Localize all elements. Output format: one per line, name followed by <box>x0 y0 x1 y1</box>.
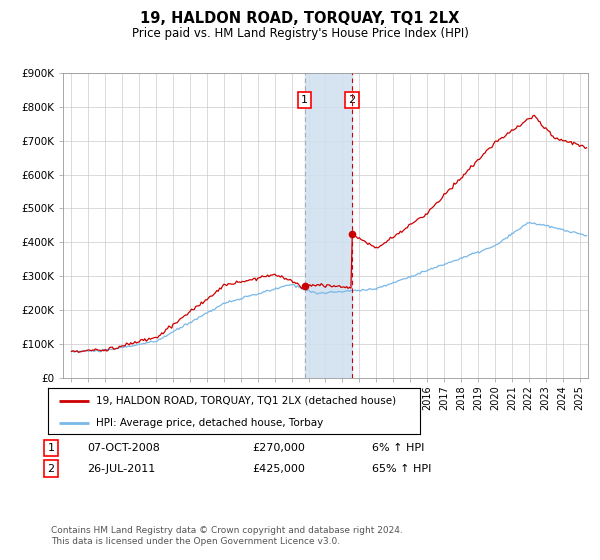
Text: £425,000: £425,000 <box>252 464 305 474</box>
Text: 2: 2 <box>47 464 55 474</box>
Text: 1: 1 <box>47 443 55 453</box>
Text: 1: 1 <box>301 95 308 105</box>
Text: Price paid vs. HM Land Registry's House Price Index (HPI): Price paid vs. HM Land Registry's House … <box>131 27 469 40</box>
Bar <box>305 73 352 378</box>
Text: 6% ↑ HPI: 6% ↑ HPI <box>372 443 424 453</box>
Text: Contains HM Land Registry data © Crown copyright and database right 2024.
This d: Contains HM Land Registry data © Crown c… <box>51 526 403 546</box>
Text: 26-JUL-2011: 26-JUL-2011 <box>87 464 155 474</box>
Text: HPI: Average price, detached house, Torbay: HPI: Average price, detached house, Torb… <box>97 418 323 427</box>
Text: 2: 2 <box>349 95 355 105</box>
Text: 65% ↑ HPI: 65% ↑ HPI <box>372 464 431 474</box>
Text: 19, HALDON ROAD, TORQUAY, TQ1 2LX (detached house): 19, HALDON ROAD, TORQUAY, TQ1 2LX (detac… <box>97 396 397 406</box>
Text: 19, HALDON ROAD, TORQUAY, TQ1 2LX: 19, HALDON ROAD, TORQUAY, TQ1 2LX <box>140 11 460 26</box>
Text: £270,000: £270,000 <box>252 443 305 453</box>
Text: 07-OCT-2008: 07-OCT-2008 <box>87 443 160 453</box>
